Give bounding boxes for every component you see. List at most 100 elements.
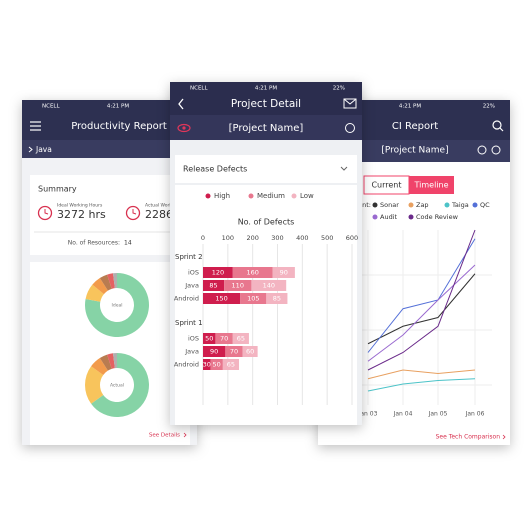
bar-segment: [215, 333, 233, 344]
bar-segment: [203, 333, 216, 344]
value-label: 85: [273, 295, 281, 303]
link[interactable]: See Tech Comparison: [436, 434, 501, 441]
legend-dot: [372, 202, 378, 208]
legend-label: Taiga: [451, 201, 469, 209]
value-label: 160: [246, 269, 258, 277]
project-bar: [170, 115, 362, 140]
y-tick-label: Java: [184, 348, 199, 356]
legend-label: Medium: [257, 192, 285, 200]
x-tick-label: Jan 05: [428, 411, 448, 418]
summary-title: Summary: [38, 185, 77, 194]
bar-segment: [251, 280, 287, 291]
ideal-value: 3272 hrs: [57, 208, 106, 221]
value-label: 70: [230, 348, 238, 356]
project-bar: [318, 140, 510, 162]
bar-segment: [232, 267, 273, 278]
mail-icon[interactable]: [343, 98, 357, 109]
battery: 22%: [483, 104, 495, 110]
breadcrumb-bar: [22, 140, 197, 158]
menu-icon[interactable]: [30, 121, 41, 131]
chart-title: No. of Defects: [238, 218, 295, 227]
value-label: 60: [246, 348, 254, 356]
value-label: 50: [213, 361, 221, 369]
back-icon[interactable]: [178, 98, 184, 110]
bar-segment: [203, 359, 211, 370]
legend-dot: [472, 202, 478, 208]
search-icon[interactable]: [492, 120, 502, 130]
filter-icon[interactable]: [491, 145, 501, 155]
search-handle: [499, 127, 504, 132]
pie-slice: [85, 284, 104, 302]
tab-label: Timeline: [413, 181, 448, 190]
bar-segment: [232, 333, 249, 344]
dropdown-arrow: [340, 166, 348, 171]
x-tick-label: Jan 04: [393, 411, 413, 418]
series-line: [367, 229, 476, 371]
dropdown[interactable]: [175, 155, 357, 183]
pie-slice: [92, 277, 108, 295]
header: [22, 100, 197, 140]
tab-active[interactable]: [409, 176, 454, 194]
pie-slice: [91, 353, 149, 417]
bar-segment: [266, 293, 288, 304]
info-icon[interactable]: [345, 123, 355, 133]
x-tick-label: 500: [321, 234, 333, 242]
bar-segment: [224, 280, 252, 291]
legend-dot: [444, 202, 450, 208]
series-line: [367, 378, 476, 392]
legend-label: QC: [480, 201, 490, 209]
clock-icon: [125, 205, 141, 221]
series-line: [367, 273, 476, 345]
legend-dot: [408, 214, 414, 220]
bar-segment: [203, 293, 241, 304]
time: 4:21 PM: [399, 104, 421, 110]
x-tick-label: 600: [346, 234, 358, 242]
pie-slice: [112, 273, 117, 289]
resources-label: No. of Resources:: [68, 240, 120, 247]
title: Project Detail: [231, 98, 301, 110]
eye-icon[interactable]: [177, 123, 191, 133]
info-icon[interactable]: [477, 145, 487, 155]
x-tick-label: 200: [246, 234, 258, 242]
summary-card: [30, 175, 190, 255]
bar-segment: [222, 359, 240, 370]
chevron: [502, 434, 506, 440]
bar-segment: [225, 346, 243, 357]
dropdown-label: Release Defects: [183, 165, 247, 174]
ideal-label: Ideal Working Hours: [57, 203, 103, 209]
breadcrumb[interactable]: Java: [35, 145, 52, 154]
x-tick-label: 400: [296, 234, 308, 242]
time: 4:21 PM: [107, 104, 129, 110]
legend-dot: [205, 193, 211, 199]
carrier: NCELL: [190, 86, 208, 92]
pie-slice: [107, 353, 115, 369]
group-label: Sprint 1: [175, 319, 203, 327]
value-label: 90: [210, 348, 218, 356]
legend-label: Code Review: [416, 213, 459, 221]
actual-value: 2286: [145, 208, 173, 221]
battery: 22%: [333, 86, 345, 92]
bar-segment: [272, 267, 295, 278]
value-label: 140: [263, 282, 275, 290]
value-label: 90: [280, 269, 288, 277]
pie-slice: [112, 353, 117, 369]
project: [Project Name]: [229, 123, 304, 134]
left-phone: NCELL 4:21 PM Productivity Report Java S…: [22, 100, 197, 445]
clock-hand: [44, 209, 49, 215]
y-tick-label: Android: [174, 295, 199, 303]
tab-label: Current: [371, 181, 401, 190]
value-label: 110: [232, 282, 244, 290]
header: [170, 82, 362, 115]
clock-icon: [37, 205, 53, 221]
link[interactable]: See Details: [149, 433, 180, 439]
legend-dot: [372, 214, 378, 220]
x-tick-label: 100: [222, 234, 234, 242]
x-tick-label: 300: [271, 234, 283, 242]
bar-segment: [203, 267, 233, 278]
title: Productivity Report: [71, 121, 167, 132]
value-label: 105: [247, 295, 259, 303]
title: CI Report: [392, 121, 438, 132]
actual-label: Actual Working: [145, 203, 179, 209]
